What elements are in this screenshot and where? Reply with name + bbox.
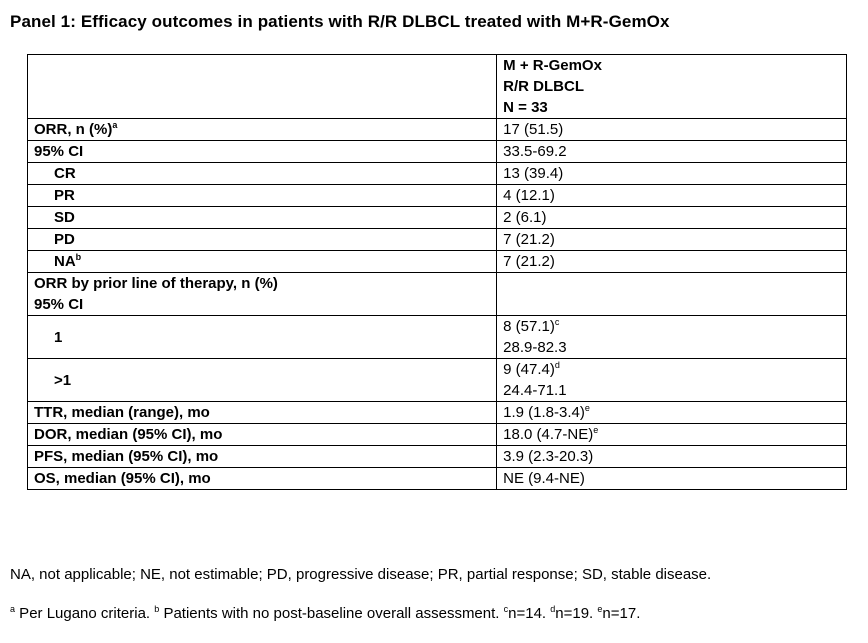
table-row: PD 7 (21.2) [26, 228, 847, 251]
row-label: ORR by prior line of therapy, n (%) 95% … [26, 272, 498, 316]
row-value: 33.5-69.2 [496, 140, 847, 163]
panel-title: Panel 1: Efficacy outcomes in patients w… [10, 12, 670, 31]
row-label: OS, median (95% CI), mo [26, 467, 498, 490]
row-label: ORR, n (%)a [26, 118, 498, 141]
row-label: PD [26, 228, 498, 251]
table-row: ORR by prior line of therapy, n (%) 95% … [26, 272, 847, 316]
row-label: PFS, median (95% CI), mo [26, 445, 498, 468]
row-label: DOR, median (95% CI), mo [26, 423, 498, 446]
row-value: 8 (57.1)c 28.9-82.3 [496, 315, 847, 359]
row-label: 1 [26, 315, 498, 359]
row-label: >1 [26, 358, 498, 402]
row-label: PR [26, 184, 498, 207]
row-value: 13 (39.4) [496, 162, 847, 185]
row-value: 7 (21.2) [496, 250, 847, 273]
row-value: 1.9 (1.8-3.4)e [496, 401, 847, 424]
table-row: CR 13 (39.4) [26, 162, 847, 185]
row-value: 2 (6.1) [496, 206, 847, 229]
header-cell: M + R-GemOx R/R DLBCL N = 33 [496, 54, 847, 119]
row-label: CR [26, 162, 498, 185]
row-value: 9 (47.4)d 24.4-71.1 [496, 358, 847, 402]
table-row: NAb 7 (21.2) [26, 250, 847, 273]
table-row: DOR, median (95% CI), mo 18.0 (4.7-NE)e [26, 423, 847, 446]
table-row: ORR, n (%)a 17 (51.5) [26, 118, 847, 141]
table-row: 95% CI 33.5-69.2 [26, 140, 847, 163]
abbreviations-footnote: NA, not applicable; NE, not estimable; P… [10, 566, 712, 583]
header-line-n: N = 33 [503, 99, 548, 116]
row-label: SD [26, 206, 498, 229]
table-row: OS, median (95% CI), mo NE (9.4-NE) [26, 467, 847, 490]
row-label: 95% CI [26, 140, 498, 163]
row-value: 3.9 (2.3-20.3) [496, 445, 847, 468]
row-value: 18.0 (4.7-NE)e [496, 423, 847, 446]
table-row: SD 2 (6.1) [26, 206, 847, 229]
table-row: 1 8 (57.1)c 28.9-82.3 [26, 315, 847, 359]
row-label: NAb [26, 250, 498, 273]
table-header-row: M + R-GemOx R/R DLBCL N = 33 [26, 54, 847, 119]
superscript-footnotes: a Per Lugano criteria. b Patients with n… [10, 604, 641, 623]
efficacy-table: M + R-GemOx R/R DLBCL N = 33 ORR, n (%)a… [26, 54, 847, 490]
row-value: 17 (51.5) [496, 118, 847, 141]
row-label: TTR, median (range), mo [26, 401, 498, 424]
table-row: PFS, median (95% CI), mo 3.9 (2.3-20.3) [26, 445, 847, 468]
header-line-treatment: M + R-GemOx [503, 57, 602, 74]
row-value: 4 (12.1) [496, 184, 847, 207]
header-line-population: R/R DLBCL [503, 78, 584, 95]
row-value [496, 272, 847, 316]
table-row: >1 9 (47.4)d 24.4-71.1 [26, 358, 847, 402]
table-row: PR 4 (12.1) [26, 184, 847, 207]
table-row: TTR, median (range), mo 1.9 (1.8-3.4)e [26, 401, 847, 424]
row-value: 7 (21.2) [496, 228, 847, 251]
row-value: NE (9.4-NE) [496, 467, 847, 490]
header-empty-cell [26, 54, 498, 119]
